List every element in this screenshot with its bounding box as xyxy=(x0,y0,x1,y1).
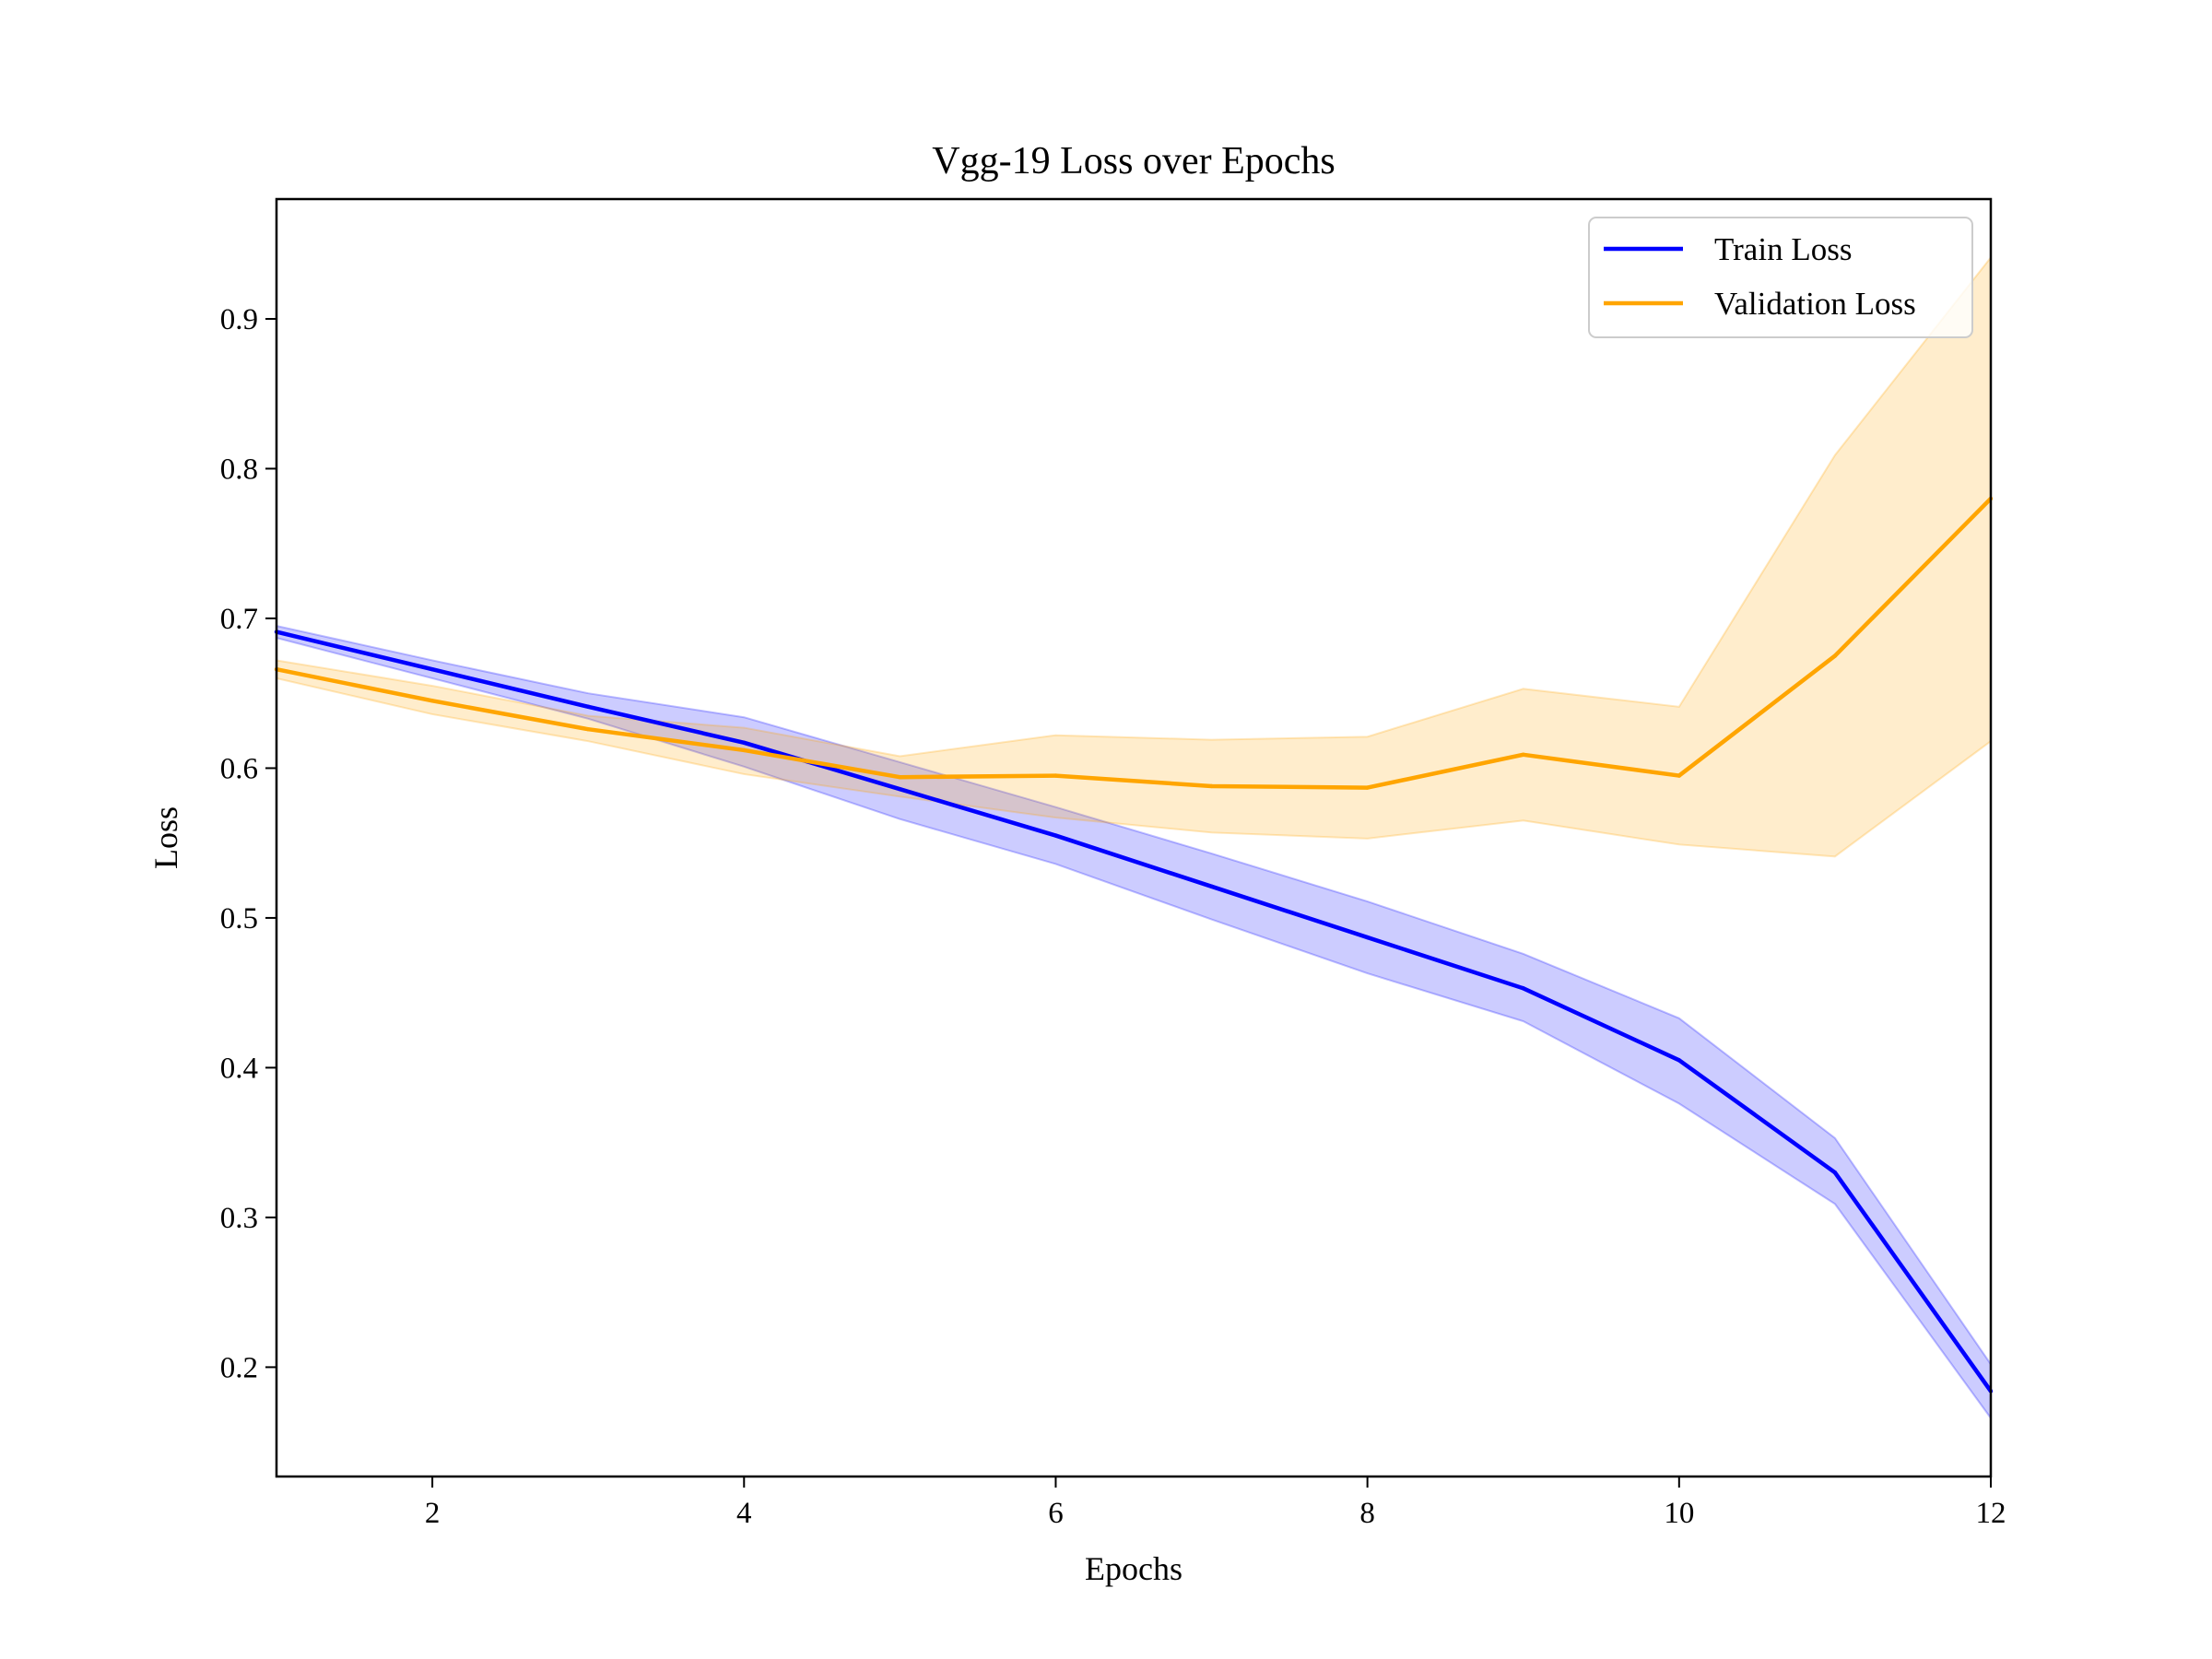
train-loss-line xyxy=(276,629,1993,1393)
plot-frame xyxy=(275,197,1993,1478)
legend-label-train-loss: Train Loss xyxy=(1714,231,1852,267)
x-tick-label-2: 2 xyxy=(425,1497,441,1530)
train-loss-point-4 xyxy=(742,740,747,746)
train-loss-point-7 xyxy=(1209,884,1214,889)
y-tick-label-0.2: 0.2 xyxy=(220,1351,258,1384)
x-tick-label-12: 12 xyxy=(1976,1497,2006,1530)
train-loss-point-8 xyxy=(1365,935,1370,940)
train-loss-point-3 xyxy=(585,704,591,710)
validation-loss-point-6 xyxy=(1053,773,1058,778)
train-loss-point-9 xyxy=(1521,986,1525,991)
validation-loss-point-10 xyxy=(1677,773,1682,778)
y-axis-label: Loss xyxy=(147,806,184,869)
train-loss-point-11 xyxy=(1832,1170,1838,1175)
validation-loss-point-7 xyxy=(1209,783,1214,789)
chart-title: Vgg-19 Loss over Epochs xyxy=(932,140,1335,182)
y-tick-label-0.9: 0.9 xyxy=(220,303,258,336)
validation-loss-point-2 xyxy=(429,699,435,703)
series-lines xyxy=(274,496,1994,1394)
x-tick-label-4: 4 xyxy=(736,1497,752,1530)
validation-loss-point-4 xyxy=(742,747,747,753)
x-tick-label-10: 10 xyxy=(1664,1497,1694,1530)
validation-loss-point-8 xyxy=(1365,785,1370,790)
y-tick-label-0.4: 0.4 xyxy=(220,1052,258,1085)
validation-loss-point-5 xyxy=(898,774,902,780)
y-tick-label-0.8: 0.8 xyxy=(220,453,258,486)
legend: Train Loss Validation Loss xyxy=(1588,217,1973,338)
y-axis-ticks: 0.2 0.3 0.4 0.5 0.6 0.7 0.8 0.9 xyxy=(220,303,276,1384)
validation-loss-point-3 xyxy=(585,726,591,732)
x-tick-label-8: 8 xyxy=(1359,1497,1375,1530)
y-tick-label-0.5: 0.5 xyxy=(220,902,258,935)
legend-box xyxy=(1588,217,1973,338)
train-loss-point-6 xyxy=(1053,833,1058,838)
x-axis-label: Epochs xyxy=(1085,1550,1182,1587)
train-loss-point-10 xyxy=(1677,1058,1682,1063)
validation-loss-point-11 xyxy=(1832,653,1838,658)
validation-loss-line xyxy=(276,497,1993,790)
train-loss-point-2 xyxy=(429,667,435,672)
y-tick-label-0.3: 0.3 xyxy=(220,1202,258,1235)
legend-label-validation-loss: Validation Loss xyxy=(1714,286,1916,322)
y-tick-label-0.7: 0.7 xyxy=(220,603,258,636)
x-tick-label-6: 6 xyxy=(1048,1497,1064,1530)
x-axis-ticks: 2 4 6 8 10 12 xyxy=(425,1477,2006,1530)
train-loss-point-5 xyxy=(898,786,902,792)
validation-loss-point-9 xyxy=(1521,752,1525,758)
y-tick-label-0.6: 0.6 xyxy=(220,752,258,785)
